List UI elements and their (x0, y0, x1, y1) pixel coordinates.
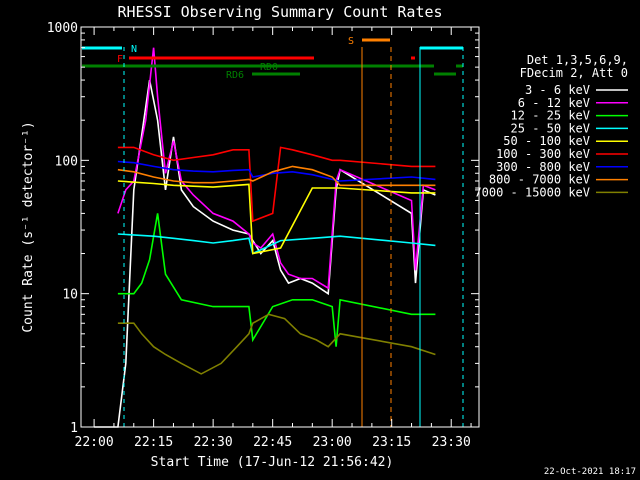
x-tick-label: 22:30 (194, 435, 233, 450)
legend-entry-label: 50 - 100 keV (503, 134, 590, 148)
legend-entry-label: 25 - 50 keV (511, 121, 590, 135)
legend: Det 1,3,5,6,9,FDecim 2, Att 0 3 - 6 keV6 … (474, 53, 628, 199)
legend-entry-label: 800 - 7000 keV (489, 173, 590, 187)
x-tick-label: 22:45 (253, 435, 292, 450)
x-tick-label: 23:15 (372, 435, 411, 450)
x-tick-label: 23:00 (313, 435, 352, 450)
y-axis: 1 10 100 1000 (47, 21, 479, 436)
legend-entry-label: 6 - 12 keV (518, 96, 590, 110)
legend-header-line: Det 1,3,5,6,9, (527, 53, 628, 67)
flag-label-RD6: RD6 (226, 70, 244, 81)
series-line-6 (117, 146, 436, 223)
legend-entry-label: 3 - 6 keV (525, 83, 590, 97)
y-axis-label: Count Rate (s⁻¹ detector⁻¹) (21, 121, 36, 332)
legend-header-line: FDecim 2, Att 0 (520, 66, 628, 80)
series-line-8 (117, 165, 436, 187)
series-line-4 (117, 233, 436, 255)
legend-entry-label: 100 - 300 keV (496, 147, 590, 161)
y-tick-label: 1 (70, 421, 78, 436)
flag-label-F: F (117, 54, 123, 65)
legend-entry-label: 7000 - 15000 keV (474, 185, 590, 199)
legend-entry-label: 300 - 800 keV (496, 160, 590, 174)
x-axis-label: Start Time (17-Jun-12 21:56:42) (151, 455, 394, 470)
chart-title: RHESSI Observing Summary Count Rates (117, 3, 442, 21)
flag-label-S: S (348, 36, 354, 47)
x-axis: 22:00 22:15 22:30 22:45 23:00 23:15 23:30 (75, 27, 472, 450)
flag-label-N: N (131, 44, 137, 55)
y-tick-label: 10 (62, 288, 78, 303)
series-line-3 (117, 213, 436, 347)
flag-label-RD0: RD0 (260, 62, 278, 73)
x-tick-label: 22:00 (75, 435, 114, 450)
y-tick-label: 1000 (47, 21, 78, 36)
legend-entry-label: 12 - 25 keV (511, 109, 590, 123)
plot-frame (80, 26, 480, 428)
y-tick-label: 100 (55, 154, 78, 169)
date-stamp: 22-Oct-2021 18:17 (544, 467, 636, 477)
x-tick-label: 23:30 (432, 435, 471, 450)
series-line-5 (117, 180, 436, 255)
x-tick-label: 22:15 (134, 435, 173, 450)
series-line-9 (117, 313, 436, 375)
